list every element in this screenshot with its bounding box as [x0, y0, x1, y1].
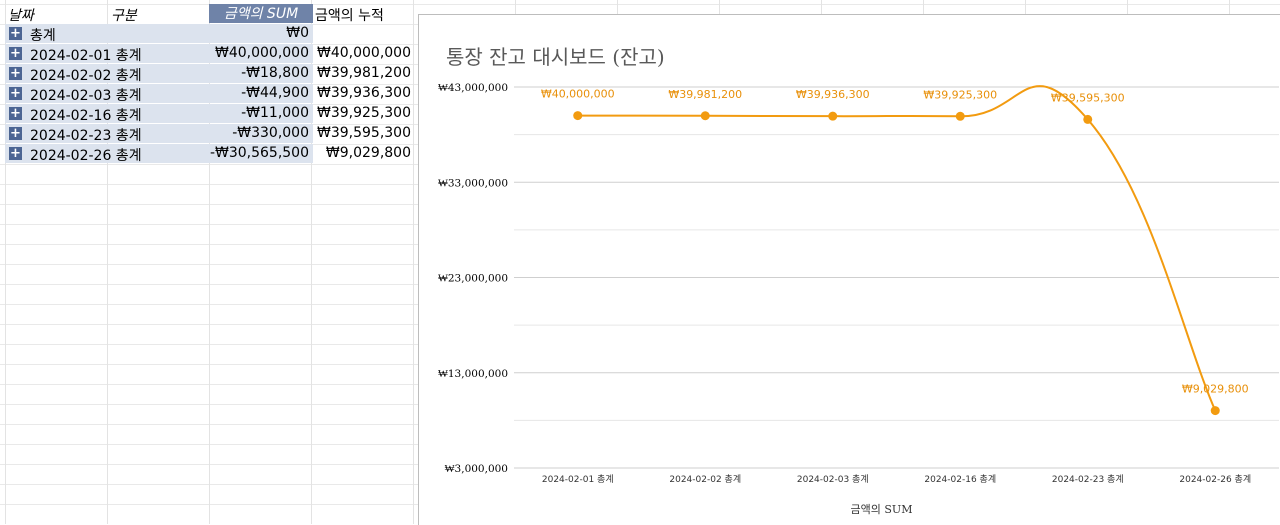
row-highlight [5, 64, 313, 83]
y-tick-label: ₩3,000,000 [445, 463, 508, 475]
expand-plus-icon[interactable]: + [9, 126, 22, 141]
data-label: ₩40,000,000 [541, 88, 615, 101]
x-tick-label: 2024-02-16 총계 [924, 473, 996, 485]
expand-plus-icon[interactable]: + [9, 66, 22, 81]
data-point [1083, 114, 1093, 124]
row-label[interactable]: 2024-02-26 총계 [30, 148, 142, 164]
pivot-row: + 2024-02-03 총계 -₩44,900 ₩39,936,300 [5, 84, 415, 104]
row-highlight [5, 44, 313, 63]
row-sum[interactable]: -₩44,900 [241, 85, 309, 101]
row-label[interactable]: 2024-02-03 총계 [30, 88, 142, 104]
data-label: ₩39,936,300 [796, 88, 870, 101]
y-tick-label: ₩33,000,000 [438, 177, 508, 189]
pivot-row: + 2024-02-23 총계 -₩330,000 ₩39,595,300 [5, 124, 415, 144]
y-tick-label: ₩23,000,000 [438, 273, 508, 285]
data-label: ₩39,925,300 [923, 88, 997, 101]
x-tick-label: 2024-02-02 총계 [669, 473, 741, 485]
row-label[interactable]: 총계 [30, 28, 56, 44]
row-label[interactable]: 2024-02-02 총계 [30, 68, 142, 84]
row-cumulative[interactable]: ₩40,000,000 [316, 45, 411, 61]
data-point [828, 111, 838, 121]
row-cumulative[interactable]: ₩9,029,800 [325, 145, 411, 161]
row-highlight [5, 104, 313, 123]
data-point [700, 111, 710, 121]
row-cumulative[interactable]: ₩39,925,300 [316, 105, 411, 121]
line-chart[interactable]: ₩3,000,000 ₩13,000,000 ₩23,000,000 ₩33,000,… [419, 15, 1280, 525]
data-point [1210, 406, 1220, 416]
pivot-header-row: 날짜 구분 금액의 SUM 금액의 누적 [5, 4, 415, 24]
data-point [573, 111, 583, 121]
y-tick-label: ₩13,000,000 [438, 368, 508, 380]
row-sum[interactable]: -₩30,565,500 [209, 145, 309, 161]
header-cumulative[interactable]: 금액의 누적 [315, 8, 384, 24]
row-label[interactable]: 2024-02-01 총계 [30, 48, 142, 64]
x-axis-label: 금액의 SUM [851, 503, 913, 516]
expand-plus-icon[interactable]: + [9, 146, 22, 161]
expand-plus-icon[interactable]: + [9, 86, 22, 101]
row-label[interactable]: 2024-02-23 총계 [30, 128, 142, 144]
row-cumulative[interactable]: ₩39,981,200 [316, 65, 411, 81]
row-cumulative[interactable]: ₩39,936,300 [316, 85, 411, 101]
header-sum[interactable]: 금액의 SUM [209, 4, 313, 23]
expand-plus-icon[interactable]: + [9, 106, 22, 121]
row-cumulative[interactable]: ₩39,595,300 [316, 125, 411, 141]
data-label: ₩9,029,800 [1182, 383, 1249, 396]
data-label: ₩39,595,300 [1051, 91, 1125, 104]
header-category[interactable]: 구분 [111, 8, 137, 24]
pivot-row: + 2024-02-02 총계 -₩18,800 ₩39,981,200 [5, 64, 415, 84]
row-sum[interactable]: -₩11,000 [241, 105, 309, 121]
row-sum[interactable]: -₩18,800 [241, 65, 309, 81]
pivot-row: + 총계 ₩0 [5, 24, 415, 44]
pivot-row: + 2024-02-01 총계 ₩40,000,000 ₩40,000,000 [5, 44, 415, 64]
pivot-row: + 2024-02-16 총계 -₩11,000 ₩39,925,300 [5, 104, 415, 124]
data-label: ₩39,981,200 [668, 88, 742, 101]
row-highlight [5, 144, 313, 163]
pivot-row: + 2024-02-26 총계 -₩30,565,500 ₩9,029,800 [5, 144, 415, 164]
y-tick-label: ₩43,000,000 [438, 82, 508, 94]
expand-plus-icon[interactable]: + [9, 46, 22, 61]
row-sum[interactable]: ₩0 [286, 25, 309, 41]
chart-title[interactable]: 통장 잔고 대시보드 (잔고) [446, 45, 665, 69]
x-tick-label: 2024-02-01 총계 [542, 473, 614, 485]
x-tick-label: 2024-02-26 총계 [1179, 473, 1251, 485]
expand-plus-icon[interactable]: + [9, 26, 22, 41]
x-tick-label: 2024-02-23 총계 [1052, 473, 1124, 485]
row-highlight [5, 124, 313, 143]
row-highlight [5, 84, 313, 103]
x-tick-label: 2024-02-03 총계 [797, 473, 869, 485]
row-label[interactable]: 2024-02-16 총계 [30, 108, 142, 124]
row-sum[interactable]: ₩40,000,000 [214, 45, 309, 61]
header-date[interactable]: 날짜 [8, 8, 34, 24]
row-highlight [5, 24, 313, 43]
data-point [955, 111, 965, 121]
pivot-table: 날짜 구분 금액의 SUM 금액의 누적 + 총계 ₩0 + 2024-02-0… [5, 4, 415, 164]
row-sum[interactable]: -₩330,000 [232, 125, 309, 141]
chart-panel[interactable]: 통장 잔고 대시보드 (잔고) ₩3,000,000 ₩13,000,000 ₩23… [418, 14, 1280, 525]
